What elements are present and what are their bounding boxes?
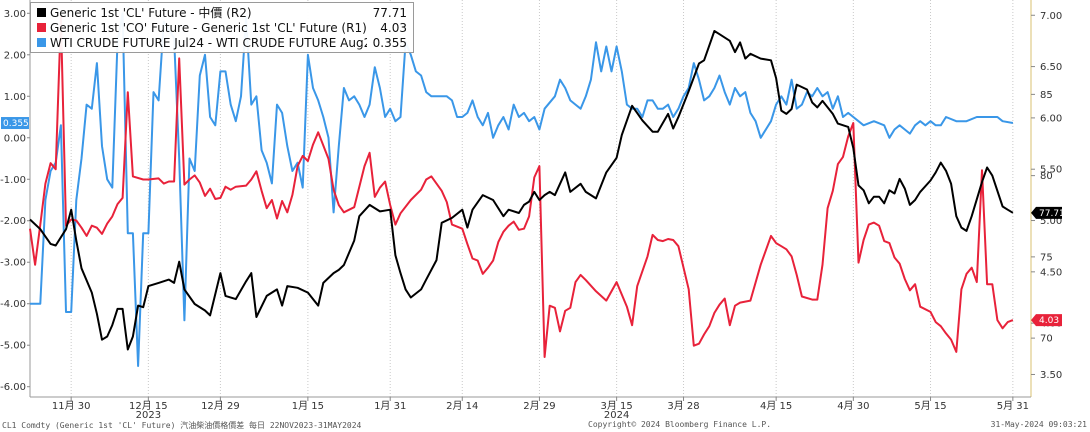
x-tick-label: 3月 15: [600, 400, 632, 412]
x-tick-label: 12月 29: [201, 400, 240, 412]
left-value-badge: 0.355: [1, 117, 29, 130]
series-line-wti: [30, 12, 1014, 367]
cl-badge-text: 77.71: [1039, 209, 1065, 219]
footer-copyright: Copyright© 2024 Bloomberg Finance L.P.: [588, 420, 772, 429]
left-tick-label: 1.00: [4, 92, 26, 103]
left-tick-label: 0.00: [4, 133, 26, 144]
cl-badge-shape: [1031, 206, 1062, 219]
r1-tick-label: 4.50: [1040, 267, 1062, 278]
x-tick-label: 1月 31: [374, 400, 406, 412]
r2-tick-label: 75: [1040, 252, 1053, 263]
left-tick-label: -6.00: [0, 382, 26, 393]
legend-value-wti: 0.355: [372, 35, 407, 50]
left-tick-label: -4.00: [0, 299, 26, 310]
year-label: 2023: [136, 410, 161, 421]
r1-tick-label: 6.50: [1040, 62, 1062, 73]
x-tick-label: 2月 14: [446, 400, 478, 412]
r2-tick-label: 85: [1040, 90, 1053, 101]
legend: Generic 1st 'CL' Future - 中價 (R2) 77.71 …: [30, 2, 414, 53]
legend-label-cl: Generic 1st 'CL' Future - 中價 (R2): [50, 6, 252, 20]
footer: CL1 Comdty (Generic 1st 'CL' Future) 汽油柴…: [0, 417, 1090, 432]
legend-label-wti: WTI CRUDE FUTURE Jul24 - WTI CRUDE FUTUR…: [50, 35, 367, 50]
legend-value-cl: 77.71: [372, 5, 407, 20]
series-line-cl: [29, 30, 1014, 351]
r1-tick-label: 6.00: [1040, 113, 1062, 124]
left-tick-label: -2.00: [0, 216, 26, 227]
left-tick-label: -1.00: [0, 175, 26, 186]
x-tick-label: 3月 28: [667, 400, 699, 412]
x-tick-label: 1月 15: [292, 400, 324, 412]
x-tick-label: 4月 15: [760, 400, 792, 412]
right-axis-r2: 85 80 75 70: [1031, 90, 1053, 345]
left-badge-rect: [1, 117, 29, 130]
legend-value-co: 4.03: [380, 20, 407, 35]
x-tick-label: 2月 29: [523, 400, 555, 412]
left-tick-label: 3.00: [4, 9, 26, 20]
legend-item-co: Generic 1st 'CO' Future - Generic 1st 'C…: [37, 20, 407, 35]
co-badge-text: 4.03: [1039, 316, 1059, 326]
r1-tick-label: 5.00: [1040, 216, 1062, 227]
legend-swatch-cl: [37, 8, 46, 17]
x-tick-label: 11月 30: [52, 400, 91, 412]
legend-label-co: Generic 1st 'CO' Future - Generic 1st 'C…: [50, 20, 367, 35]
footer-timestamp: 31-May-2024 09:03:21: [990, 420, 1087, 429]
left-axis: 3.00 2.00 1.00 0.00 -1.00 -2.00 -3.00 -4.00 -5.0…: [0, 9, 30, 393]
footer-left: CL1 Comdty (Generic 1st 'CL' Future) 汽油柴…: [2, 421, 362, 430]
left-tick-label: 2.00: [4, 50, 26, 61]
right-value-badge-cl: 77.71: [1031, 206, 1065, 219]
left-tick-label: -5.00: [0, 341, 26, 352]
x-axis: 11月 30 12月 15 12月 29 1月 15 1月 31 2月 14 2月 29 3月…: [52, 397, 1029, 421]
r1-tick-label: 3.50: [1040, 370, 1062, 381]
vertical-grid: [70, 0, 1014, 397]
series-line-co: [29, 16, 1014, 358]
legend-swatch-wti: [37, 38, 46, 47]
legend-item-wti: WTI CRUDE FUTURE Jul24 - WTI CRUDE FUTUR…: [37, 35, 407, 50]
x-tick-label: 5月 31: [997, 400, 1029, 412]
right-value-badge-co: 4.03: [1031, 314, 1062, 327]
left-tick-label: -3.00: [0, 258, 26, 269]
series-group: [29, 12, 1014, 367]
x-tick-label: 4月 30: [837, 400, 869, 412]
r2-tick-label: 80: [1040, 171, 1053, 182]
r1-tick-label: 7.00: [1040, 11, 1062, 22]
legend-swatch-co: [37, 23, 46, 32]
legend-item-cl: Generic 1st 'CL' Future - 中價 (R2) 77.71: [37, 5, 407, 20]
r2-tick-label: 70: [1040, 334, 1053, 345]
left-badge-text: 0.355: [3, 119, 29, 129]
x-tick-label: 5月 15: [914, 400, 946, 412]
r1-tick-label: 5.50: [1040, 165, 1062, 176]
year-label: 2024: [604, 410, 629, 421]
x-tick-label: 12月 15: [129, 400, 168, 412]
co-badge-shape: [1031, 314, 1062, 327]
